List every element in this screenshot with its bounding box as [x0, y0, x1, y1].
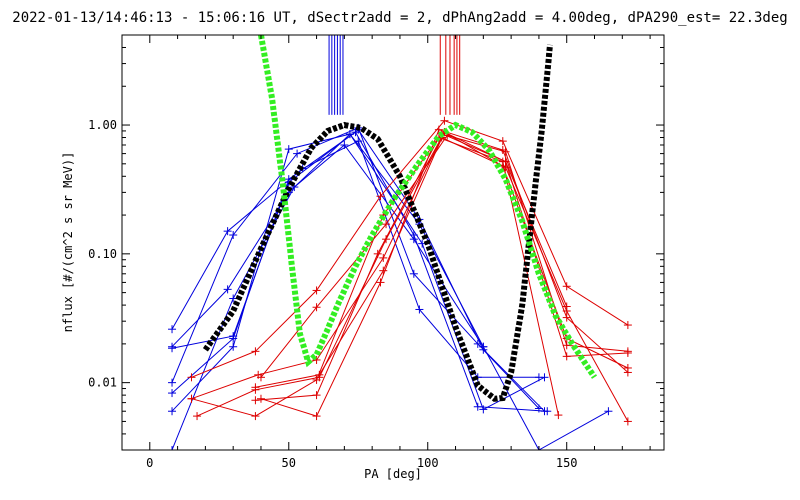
data-point-13-0 — [256, 394, 265, 403]
data-point-10-6 — [562, 352, 571, 361]
data-point-13-1 — [312, 412, 321, 421]
data-point-13-6 — [623, 368, 632, 377]
fit-curve-17 — [202, 44, 553, 402]
y-tick-label: 0.01 — [88, 376, 117, 390]
data-series-6 — [171, 144, 540, 450]
data-point-14-0 — [251, 396, 260, 405]
data-point-16-0 — [251, 383, 260, 392]
axes: 0 50 100 150 0.01 0.10 1.00 — [88, 35, 664, 470]
data-point-11-3 — [382, 235, 391, 244]
data-series-14 — [255, 136, 559, 416]
data-point-6-0 — [168, 446, 177, 450]
data-point-3-5 — [473, 339, 482, 348]
data-point-9-7 — [623, 321, 632, 330]
data-series-9 — [191, 120, 629, 378]
data-point-9-0 — [187, 373, 196, 382]
data-point-15-2 — [382, 220, 391, 229]
data-point-5-2 — [284, 175, 293, 184]
data-point-9-3 — [376, 192, 385, 201]
data-point-3-2 — [293, 149, 302, 158]
data-point-14-2 — [373, 249, 382, 258]
data-point-16-2 — [379, 266, 388, 275]
data-point-9-2 — [312, 286, 321, 295]
data-point-2-1 — [229, 342, 238, 351]
data-point-15-6 — [623, 347, 632, 356]
data-point-5-6 — [543, 407, 552, 416]
data-point-15-4 — [501, 147, 510, 156]
data-series-7 — [171, 133, 484, 348]
data-point-5-3 — [351, 128, 360, 137]
data-series-16 — [255, 131, 568, 388]
data-point-6-4 — [409, 235, 418, 244]
x-tick-label: 0 — [146, 456, 153, 470]
data-point-15-5 — [562, 341, 571, 350]
data-layer — [168, 35, 632, 450]
data-point-7-5 — [479, 342, 488, 351]
data-series-5 — [171, 131, 548, 412]
data-point-5-5 — [473, 402, 482, 411]
data-point-6-3 — [340, 140, 349, 149]
data-point-9-1 — [251, 347, 260, 356]
data-point-4-6 — [534, 373, 543, 382]
data-point-5-0 — [168, 389, 177, 398]
data-point-13-3 — [434, 125, 443, 134]
data-point-4-0 — [168, 325, 177, 334]
data-point-9-6 — [562, 282, 571, 291]
x-axis-label: PA [deg] — [364, 467, 422, 481]
data-series-4 — [171, 140, 539, 378]
data-point-3-1 — [229, 231, 238, 240]
data-point-9-5 — [498, 137, 507, 146]
data-point-3-4 — [409, 269, 418, 278]
data-point-12-3 — [379, 253, 388, 262]
data-point-14-1 — [312, 391, 321, 400]
y-axis-label: nflux [#/(cm^2 s sr MeV)] — [61, 152, 75, 333]
data-point-15-0 — [256, 373, 265, 382]
data-point-7-0 — [168, 342, 177, 351]
fit-curves — [202, 35, 598, 402]
data-point-13-2 — [376, 278, 385, 287]
data-series-3 — [171, 127, 545, 412]
data-point-15-1 — [312, 303, 321, 312]
x-tick-label: 50 — [282, 456, 296, 470]
y-tick-label: 1.00 — [88, 118, 117, 132]
data-point-5-1 — [229, 334, 238, 343]
data-point-13-5 — [562, 313, 571, 322]
data-point-12-0 — [187, 394, 196, 403]
data-point-11-0 — [193, 412, 202, 421]
data-point-7-1 — [223, 285, 232, 294]
data-point-16-4 — [501, 157, 510, 166]
data-point-4-1 — [223, 227, 232, 236]
data-point-12-7 — [623, 417, 632, 426]
data-point-16-5 — [562, 302, 571, 311]
x-tick-label: 100 — [417, 456, 439, 470]
data-series-2 — [171, 133, 545, 412]
data-point-9-4 — [440, 116, 449, 125]
data-point-4-4 — [415, 305, 424, 314]
data-point-7-3 — [345, 130, 354, 139]
data-series-8 — [538, 410, 609, 450]
x-tick-label: 150 — [556, 456, 578, 470]
fit-curve-18 — [258, 35, 598, 379]
data-point-10-1 — [251, 412, 260, 421]
data-point-3-0 — [168, 378, 177, 387]
data-point-16-1 — [315, 370, 324, 379]
plot-frame — [121, 34, 665, 451]
data-point-2-0 — [168, 407, 177, 416]
data-point-14-5 — [554, 411, 563, 420]
y-tick-label: 0.10 — [88, 247, 117, 261]
data-point-2-2 — [284, 145, 293, 154]
data-point-8-1 — [604, 407, 613, 416]
chart-title: 2022-01-13/14:46:13 - 15:06:16 UT, dSect… — [12, 10, 787, 26]
